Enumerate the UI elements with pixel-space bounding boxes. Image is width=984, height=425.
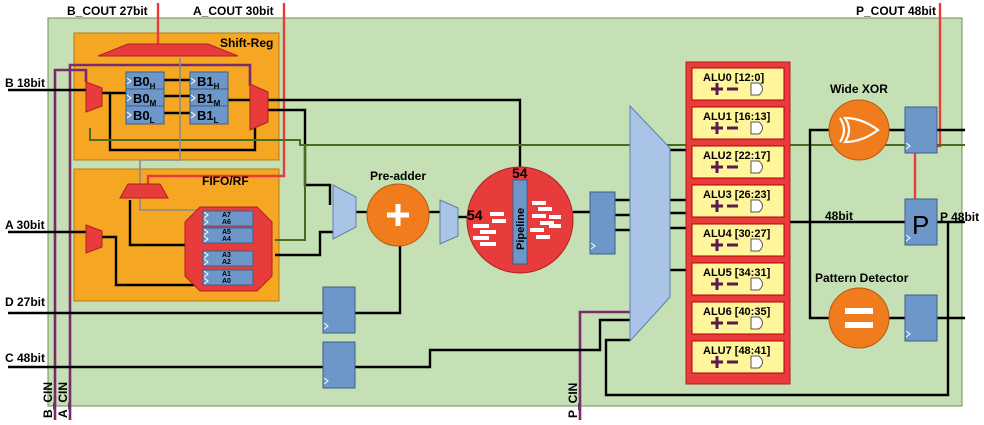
alu-list: ALU0 [12:0] ALU1 [16:13] ALU2 [22:17] AL…	[691, 67, 785, 374]
b-green-bus	[89, 128, 965, 146]
p-cin-label: P_CIN	[566, 383, 580, 418]
pipeline-label: Pipeline	[515, 208, 527, 250]
shift-reg-label: Shift-Reg	[220, 36, 273, 50]
multiplier-partial-products	[473, 201, 561, 246]
shift-gray-wire	[139, 58, 215, 211]
alu-0: ALU0 [12:0]	[691, 67, 785, 101]
b0l-label: B0L	[133, 108, 155, 125]
b0-register-group: B0H B0M B0L	[125, 71, 165, 125]
a-cout-wire	[146, 3, 286, 186]
alu-6: ALU6 [40:35]	[691, 301, 785, 335]
svg-text:ALU2 [22:17]: ALU2 [22:17]	[703, 150, 771, 162]
mult-width-left: 54	[467, 207, 483, 223]
fifo-a5: A5	[222, 229, 231, 236]
pattern-detector-label: Pattern Detector	[815, 271, 909, 285]
mux-to-alus	[670, 148, 686, 272]
shift-reg-bus-shape	[97, 43, 239, 57]
a-cin-path	[68, 63, 252, 420]
fifo-a6: A6	[222, 219, 231, 226]
b-cout-label: B_COUT 27bit	[67, 4, 148, 18]
fifo-rf-label: FIFO/RF	[202, 174, 249, 188]
p-register-label: P	[912, 210, 929, 240]
mult-output-register	[589, 191, 616, 255]
svg-text:ALU0 [12:0]: ALU0 [12:0]	[703, 72, 764, 84]
fifo-a2: A2	[222, 259, 231, 266]
b0h-label: B0H	[133, 74, 156, 91]
fifo-a3: A3	[222, 252, 231, 259]
a-cout-mux	[119, 183, 169, 199]
a-cout-mux-out	[128, 200, 190, 247]
bus-48-label: 48bit	[825, 209, 853, 223]
b0m-label: B0M	[133, 91, 157, 108]
b1h-label: B1H	[197, 74, 220, 91]
p-feedback-wire	[604, 222, 950, 397]
svg-text:ALU1 [16:13]: ALU1 [16:13]	[703, 111, 771, 123]
pattern-detector-circle	[828, 287, 890, 349]
a-input-label: A 30bit	[5, 218, 45, 232]
alu-input-mux	[629, 104, 671, 343]
b0-register	[125, 71, 165, 125]
xor-gate-icon	[839, 116, 880, 144]
alu-3: ALU3 [26:23]	[691, 184, 785, 218]
alu-2: ALU2 [22:17]	[691, 145, 785, 179]
b0-to-b1	[164, 78, 190, 115]
a-cout-label: A_COUT 30bit	[193, 4, 274, 18]
b-output-mux	[249, 83, 269, 131]
alu-7: ALU7 [48:41]	[691, 340, 785, 374]
p-cin-wire	[578, 310, 630, 420]
alu-5: ALU5 [34:31]	[691, 262, 785, 296]
svg-text:ALU5 [34:31]: ALU5 [34:31]	[703, 267, 771, 279]
wide-xor-label: Wide XOR	[830, 82, 888, 96]
b-cin-label: B_CIN	[41, 382, 55, 418]
fifo-a7: A7	[222, 212, 231, 219]
p-output-label: P 48bit	[940, 210, 979, 224]
a-cin-label: A_CIN	[56, 382, 70, 418]
b1l-label: B1L	[197, 108, 219, 125]
c-reg-to-mux	[355, 318, 630, 369]
alu-to-xor	[808, 128, 830, 222]
c-register	[322, 341, 356, 389]
d-input-label: D 27bit	[5, 295, 45, 309]
p-register	[904, 198, 938, 246]
d-register	[322, 286, 356, 334]
b-input-label: B 18bit	[5, 76, 45, 90]
alu-4: ALU4 [30:27]	[691, 223, 785, 257]
a-input-mux	[85, 224, 103, 254]
b1m-label: B1M	[197, 91, 221, 108]
pre-adder-label: Pre-adder	[370, 169, 426, 183]
b1-register-group: B1H B1M B1L	[189, 71, 229, 125]
b1-register	[189, 71, 229, 125]
svg-text:ALU3 [26:23]: ALU3 [26:23]	[703, 189, 771, 201]
wide-xor-circle	[828, 99, 890, 161]
svg-text:ALU7 [48:41]: ALU7 [48:41]	[703, 345, 771, 357]
b-input-mux	[85, 81, 103, 113]
preadder-output-mux	[439, 199, 459, 245]
fifo-green-out	[275, 145, 306, 241]
alu-to-pattern	[808, 222, 830, 320]
fifo-a1: A1	[222, 271, 231, 278]
pipeline-register	[512, 179, 528, 265]
svg-text:ALU4 [30:27]: ALU4 [30:27]	[703, 228, 771, 240]
p-cout-label: P_COUT 48bit	[856, 4, 936, 18]
fifo-register-stack: A7 A6 A5 A4 A3 A2 A1 A0	[202, 210, 254, 286]
pattern-output-register	[904, 294, 938, 342]
d-reg-to-preadder	[355, 245, 402, 315]
svg-text:ALU6 [40:35]: ALU6 [40:35]	[703, 306, 771, 318]
plus-icon	[387, 204, 409, 226]
c-input-label: C 48bit	[5, 351, 45, 365]
equals-icon	[845, 308, 873, 328]
preadder-input-mux	[332, 184, 357, 240]
b-mux-to-regs	[102, 91, 257, 152]
reg-to-alu-mux	[615, 198, 632, 232]
xor-output-register	[904, 106, 938, 154]
fifo-a0: A0	[222, 278, 231, 285]
mult-width-top: 54	[512, 165, 528, 181]
fifo-to-preadder	[275, 230, 333, 257]
alu-1: ALU1 [16:13]	[691, 106, 785, 140]
a-mux-to-fifo	[102, 235, 205, 287]
fifo-a4: A4	[222, 236, 231, 243]
